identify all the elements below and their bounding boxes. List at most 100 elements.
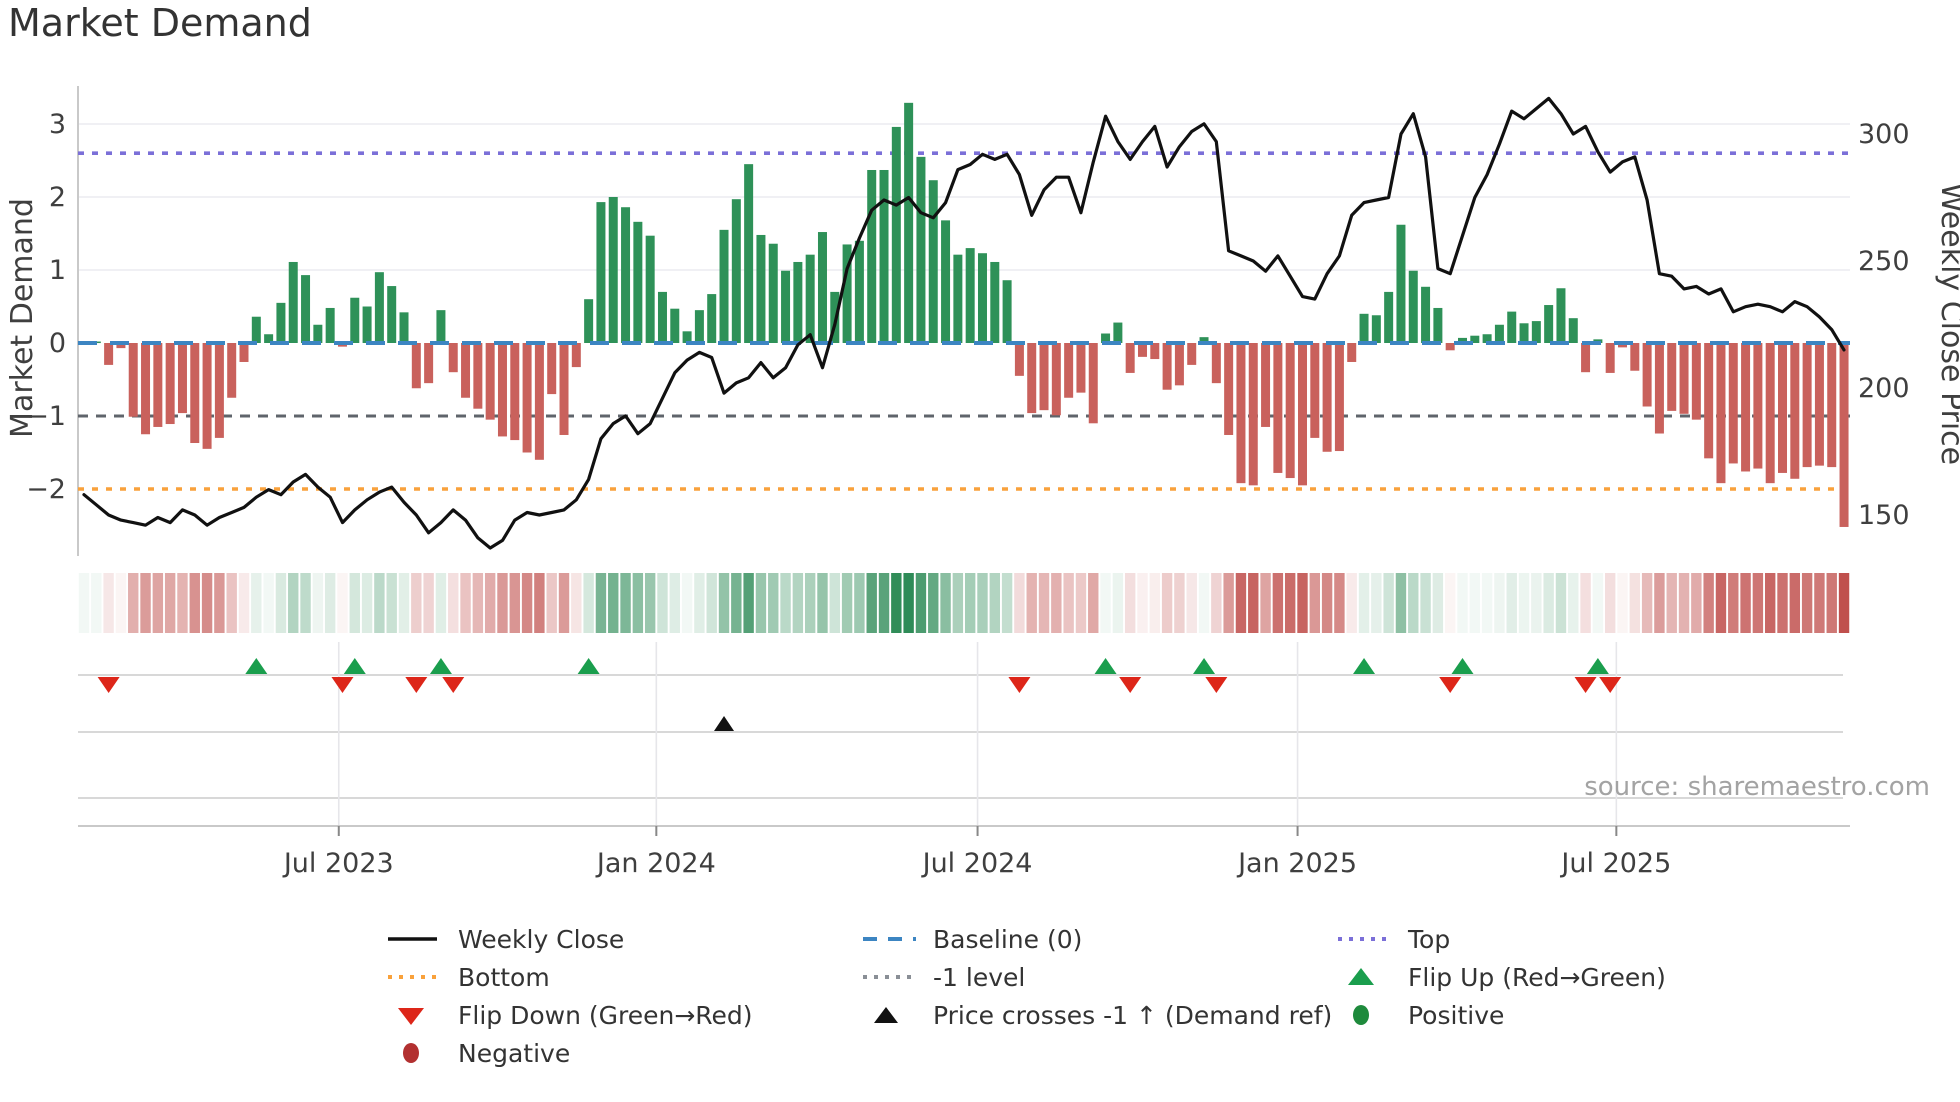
bottom-dotted-swatch <box>388 975 437 979</box>
heatmap-cell <box>1038 573 1050 633</box>
demand-bar <box>1347 343 1357 362</box>
gridlines <box>77 86 1850 556</box>
heatmap-cell <box>1826 573 1837 633</box>
heatmap-cell <box>177 573 188 633</box>
heatmap-cell <box>423 573 434 633</box>
demand-bar <box>1605 343 1615 373</box>
legend-item-flip-down: Flip Down (Green→Red) <box>385 996 753 1034</box>
heatmap-cell <box>140 573 151 633</box>
reference-lines <box>78 151 1850 491</box>
flip-up-marker <box>1586 658 1609 674</box>
heatmap-cell <box>1174 573 1185 633</box>
heatmap-cell <box>755 573 767 633</box>
axis-ticks: Jul 2023 Jan 2024 Jul 2024 Jan 2025 Jul 2025… <box>26 109 1909 879</box>
heatmap-cell <box>1408 573 1419 633</box>
heatmap-cell <box>214 573 225 633</box>
flip-down-marker <box>442 677 465 693</box>
demand-bar <box>1445 343 1455 351</box>
heatmap-cell <box>448 573 459 633</box>
demand-bar <box>1224 343 1234 435</box>
flip-down-marker <box>1008 677 1031 693</box>
demand-bar <box>497 343 507 437</box>
demand-bar <box>325 307 335 343</box>
heatmap-cell <box>300 573 311 633</box>
heatmap-cell <box>460 573 471 633</box>
demand-bar <box>1802 343 1812 468</box>
heatmap-cell <box>1432 573 1444 633</box>
legend-item-positive: Positive <box>1335 996 1666 1034</box>
heatmap-cell <box>1014 573 1025 633</box>
demand-heatmap-strip <box>78 573 1850 633</box>
demand-bar <box>1790 343 1800 479</box>
demand-bar <box>1199 337 1209 343</box>
demand-bar <box>1162 343 1172 390</box>
demand-bar <box>1113 322 1123 343</box>
heatmap-cell <box>1186 573 1197 633</box>
price-cross-triangle-icon <box>874 1007 898 1023</box>
demand-bar <box>756 234 766 343</box>
demand-bar <box>1064 343 1074 398</box>
demand-bar <box>670 308 680 343</box>
demand-bar <box>1371 315 1381 343</box>
flip-down-marker <box>1599 677 1622 693</box>
flip-down-marker <box>1439 677 1462 693</box>
legend-label: Weekly Close <box>458 924 625 954</box>
heatmap-cell <box>164 573 176 633</box>
legend: Weekly Close Bottom Flip Down (Green→Red… <box>0 920 1960 1090</box>
heatmap-cell <box>115 573 127 633</box>
negative-dot-icon <box>403 1043 419 1063</box>
demand-bar <box>1101 333 1111 343</box>
heatmap-cell <box>1568 573 1579 633</box>
demand-bar <box>1384 291 1394 343</box>
demand-bar <box>214 343 224 438</box>
heatmap-cell <box>1284 573 1296 633</box>
demand-bar <box>1839 343 1849 527</box>
heatmap-cell <box>768 573 779 633</box>
demand-bar <box>731 199 741 343</box>
demand-bar <box>1039 343 1049 411</box>
demand-bar <box>276 302 286 343</box>
heatmap-cell <box>1051 573 1062 633</box>
demand-bar <box>1027 343 1037 414</box>
y-tick-label-left: 3 <box>49 109 66 140</box>
heatmap-cell <box>1641 573 1653 633</box>
heatmap-cell <box>1494 573 1505 633</box>
demand-bar <box>633 221 643 343</box>
heatmap-cell <box>521 573 533 633</box>
demand-bar <box>571 343 581 368</box>
heatmap-cell <box>1235 573 1247 633</box>
heatmap-cell <box>1321 573 1333 633</box>
source-attribution: source: sharemaestro.com <box>1584 772 1930 802</box>
demand-bar <box>374 272 384 343</box>
legend-label: Flip Up (Red→Green) <box>1408 962 1666 992</box>
heatmap-cell <box>1604 573 1616 633</box>
demand-bar <box>190 343 200 444</box>
heatmap-cell <box>324 573 336 633</box>
flip-up-marker <box>245 658 268 674</box>
demand-bar <box>448 343 458 373</box>
demand-bar <box>1433 307 1443 343</box>
x-tick-label: Jul 2023 <box>282 848 394 879</box>
heatmap-cell <box>1248 573 1259 633</box>
heatmap-cell <box>1161 573 1173 633</box>
heatmap-cell <box>1137 573 1148 633</box>
legend-column-1: Weekly Close Bottom Flip Down (Green→Red… <box>385 920 753 1072</box>
demand-bar <box>473 343 483 409</box>
heatmap-cell <box>620 573 631 633</box>
heatmap-cell <box>1198 573 1210 633</box>
demand-bar <box>116 343 126 349</box>
heatmap-cell <box>1075 573 1087 633</box>
heatmap-cell <box>534 573 545 633</box>
demand-bar <box>1334 343 1344 452</box>
demand-bar <box>1507 311 1517 343</box>
demand-bar <box>768 243 778 343</box>
legend-item-minus-one-level: -1 level <box>860 958 1332 996</box>
demand-bar <box>879 169 889 343</box>
y-tick-label-left: 1 <box>49 255 66 286</box>
heatmap-cell <box>878 573 890 633</box>
heatmap-cell <box>1752 573 1764 633</box>
heatmap-cell <box>484 573 496 633</box>
flip-down-triangle-icon <box>398 1008 424 1025</box>
y-tick-label-left: −1 <box>26 401 66 432</box>
